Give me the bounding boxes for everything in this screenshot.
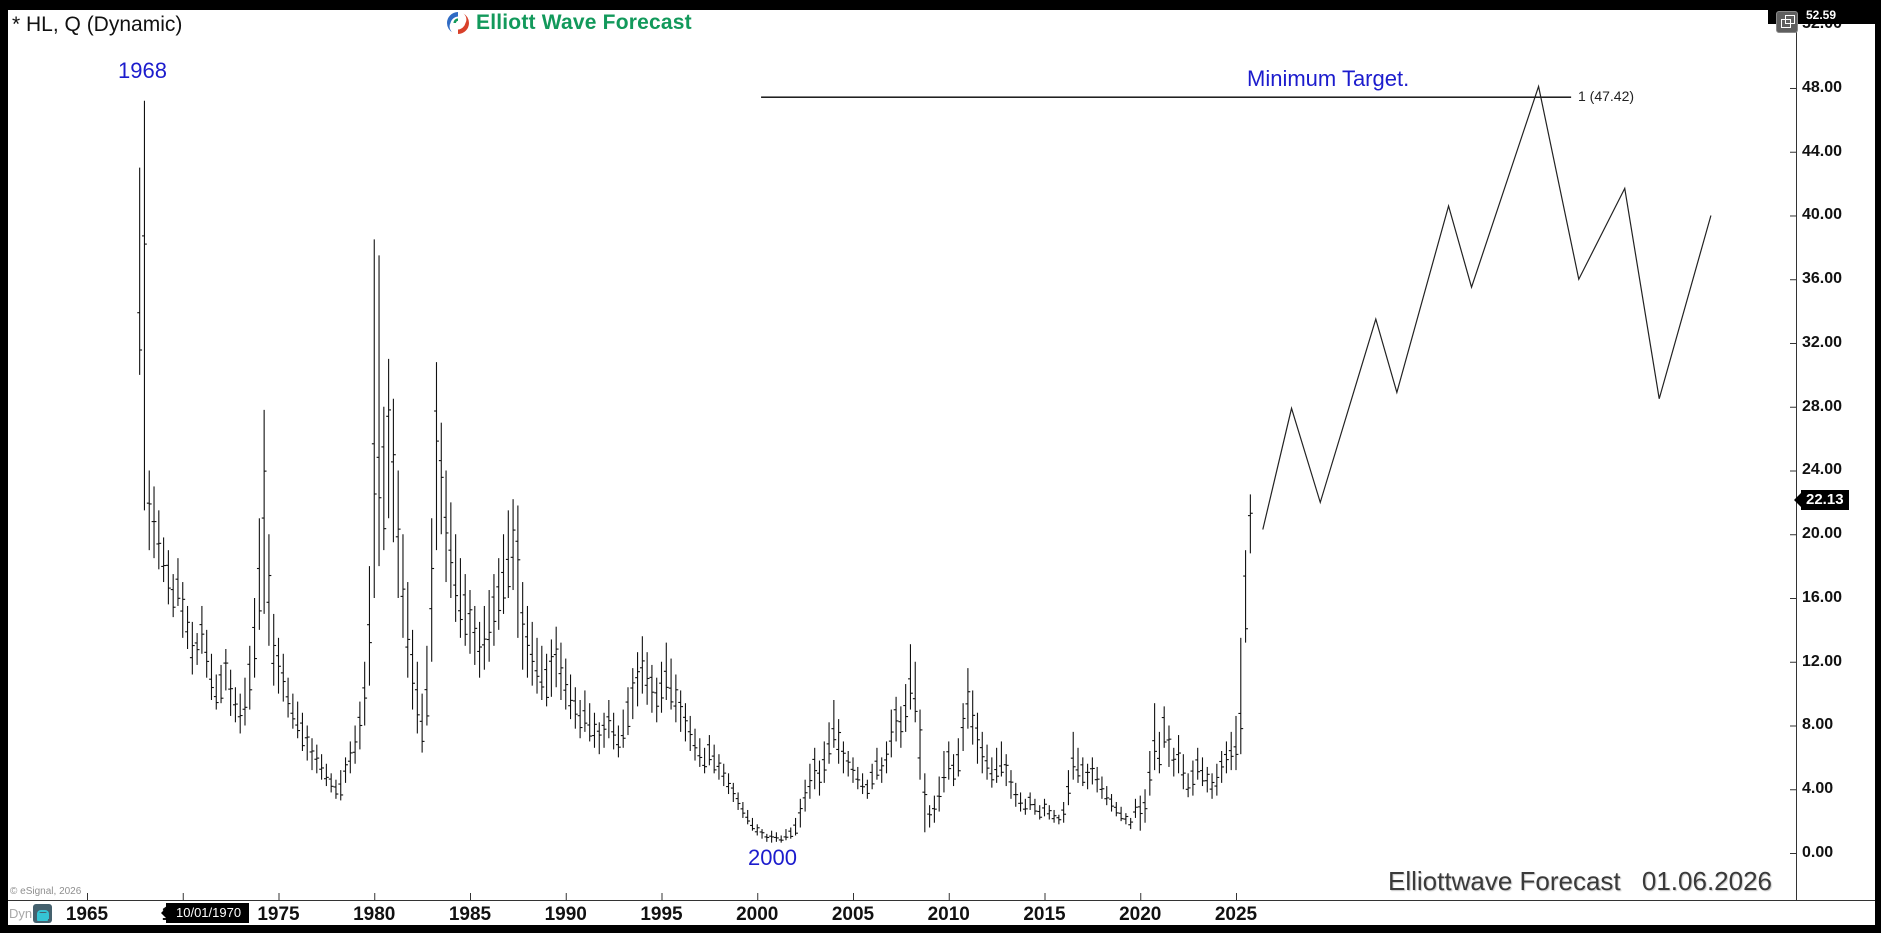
last-price-badge: 22.13: [1794, 490, 1849, 510]
esignal-copyright: © eSignal, 2026: [10, 886, 82, 897]
chart-title: * HL, Q (Dynamic): [12, 13, 183, 36]
annotation-target-level: 1 (47.42): [1578, 88, 1635, 104]
axis-date-cursor-badge: 10/01/1970: [160, 903, 250, 923]
dyn-mode-label: Dyn: [9, 906, 33, 921]
annotation-2000: 2000: [748, 845, 797, 870]
price-tick-label: 16.00: [1802, 588, 1843, 606]
price-tick-label: 0.00: [1802, 844, 1834, 861]
year-tick-label: 2020: [1119, 904, 1162, 925]
price-tick-label: 40.00: [1802, 206, 1843, 224]
year-tick-label: 1975: [257, 904, 300, 925]
price-tick-label: 20.00: [1802, 525, 1843, 543]
year-tick-label: 2010: [927, 904, 970, 925]
window-border-bottom: [0, 925, 1881, 933]
high-price-badge: 52.59: [1793, 7, 1842, 24]
window-border-right: [1875, 0, 1881, 933]
year-tick-label: 2005: [831, 904, 875, 925]
watermark-text: Elliottwave Forecast: [1388, 866, 1621, 896]
year-tick-label: 1990: [544, 904, 587, 925]
chart-plot-area[interactable]: [8, 10, 1875, 925]
watermark-date: 01.06.2026: [1641, 866, 1773, 896]
brand-logo: Elliott Wave Forecast: [446, 11, 692, 35]
year-tick-label: 1965: [65, 904, 109, 925]
price-tick-label: 44.00: [1802, 142, 1843, 160]
elliott-wave-projection-line: [1262, 84, 1712, 530]
year-tick-label: 1985: [448, 904, 492, 925]
watermark: Elliottwave Forecast 01.06.2026: [1388, 866, 1772, 897]
year-tick-label: 1995: [640, 904, 683, 925]
price-tick-label: 4.00: [1802, 780, 1834, 798]
year-tick-label: 1980: [353, 904, 396, 925]
price-tick-label: 36.00: [1802, 270, 1843, 288]
year-tick-label: 2000: [736, 904, 779, 925]
price-tick-label: 12.00: [1802, 652, 1843, 670]
brand-name: Elliott Wave Forecast: [476, 11, 692, 34]
year-tick-label: 2025: [1214, 904, 1258, 925]
price-tick-label: 28.00: [1802, 397, 1843, 415]
price-tick-label: 48.00: [1802, 78, 1843, 96]
brand-swirl-icon: [447, 12, 469, 34]
price-tick-label: 8.00: [1802, 716, 1834, 734]
annotation-minimum-target: Minimum Target.: [1247, 66, 1410, 91]
window-border-top: [0, 0, 1881, 10]
lock-icon[interactable]: [33, 904, 52, 923]
restore-window-icon[interactable]: [1776, 11, 1798, 33]
annotation-1968: 1968: [118, 58, 167, 83]
price-tick-label: 24.00: [1802, 461, 1843, 479]
price-tick-label: 32.00: [1802, 333, 1843, 351]
year-tick-label: 2015: [1023, 904, 1066, 925]
window-border-left: [0, 0, 8, 933]
